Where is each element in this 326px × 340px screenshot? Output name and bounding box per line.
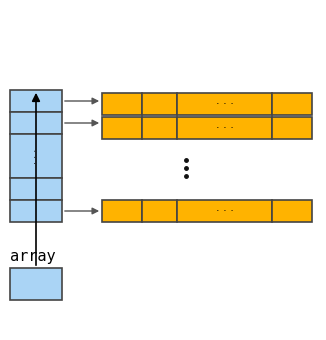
Bar (142, 93, 177, 115)
Text: · · ·: · · · (215, 206, 233, 216)
Bar (177, 117, 272, 139)
Bar (102, 93, 142, 115)
Bar (177, 200, 272, 222)
Text: · · ·: · · · (215, 123, 233, 133)
Bar (10, 268, 62, 300)
Bar (10, 90, 62, 112)
Bar (272, 200, 312, 222)
Bar (272, 93, 312, 115)
Bar (142, 117, 177, 139)
Text: · · ·: · · · (215, 99, 233, 109)
Bar (177, 93, 272, 115)
Text: · · ·: · · · (31, 148, 41, 164)
Bar (10, 178, 62, 200)
Text: array: array (10, 249, 56, 264)
Bar (102, 117, 142, 139)
Bar (142, 200, 177, 222)
Bar (102, 200, 142, 222)
Bar (272, 117, 312, 139)
Bar (10, 134, 62, 178)
Bar (10, 200, 62, 222)
Bar (10, 112, 62, 134)
